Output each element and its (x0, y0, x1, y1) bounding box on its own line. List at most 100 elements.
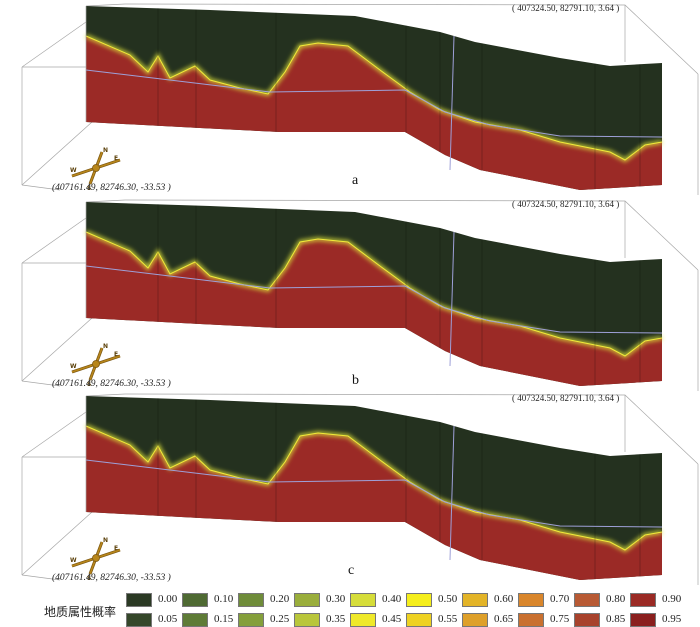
legend-swatch (574, 613, 600, 627)
legend-swatch (406, 593, 432, 607)
top-coordinate: ( 407324.50, 82791.10, 3.64 ) (512, 199, 620, 209)
compass-icon: N S E W (70, 343, 121, 388)
compass-icon: N S E W (70, 537, 121, 582)
high-probability-zone (86, 36, 662, 190)
compass-label: W (70, 363, 77, 370)
legend-value: 0.85 (606, 613, 626, 625)
bottom-coordinate: (407161.49, 82746.30, -33.53 ) (52, 573, 171, 583)
compass-label: W (70, 557, 77, 564)
bounding-box (21, 393, 699, 585)
legend-value: 0.30 (326, 593, 346, 605)
compass-label: W (70, 167, 77, 174)
bottom-coordinate: (407161.49, 82746.30, -33.53 ) (52, 183, 171, 193)
probability-interface (85, 35, 663, 161)
legend-value: 0.25 (270, 613, 290, 625)
compass-hub (92, 360, 100, 368)
box-left-top-edge (21, 21, 87, 68)
legend-swatch (238, 613, 264, 627)
box-bottom-edge (21, 574, 61, 581)
legend-value: 0.45 (382, 613, 402, 625)
panel-label: b (352, 373, 359, 388)
compass-label: S (87, 575, 91, 582)
legend-swatch (574, 593, 600, 607)
probability-interface (85, 425, 663, 551)
legend-value: 0.40 (382, 593, 402, 605)
box-back-edge (85, 393, 699, 465)
legend-value: 0.95 (662, 613, 682, 625)
box-left-bottom-edge (21, 317, 93, 382)
probability-interface (85, 231, 663, 357)
box-left-top-edge (21, 217, 87, 264)
bottom-coordinate: (407161.49, 82746.30, -33.53 ) (52, 379, 171, 389)
section-view-c: N S E W (21, 393, 699, 585)
legend-swatch (406, 613, 432, 627)
box-bottom-edge (21, 380, 61, 387)
legend-swatch (126, 593, 152, 607)
top-coordinate: ( 407324.50, 82791.10, 3.64 ) (512, 3, 620, 13)
box-left-bottom-edge (21, 121, 93, 186)
compass-label: N (103, 343, 108, 350)
legend-value: 0.10 (214, 593, 234, 605)
legend-swatch (462, 613, 488, 627)
compass-label: S (87, 185, 91, 192)
legend-swatch (294, 593, 320, 607)
legend-value: 0.55 (438, 613, 458, 625)
legend: 地质属性概率 0.00 0.10 0.20 0.30 0.40 0.50 0.60 0.70 0… (0, 590, 700, 627)
borehole-line (449, 35, 455, 171)
reference-line (85, 459, 663, 528)
legend-swatch (182, 613, 208, 627)
compass-label: E (114, 155, 118, 162)
bounding-box (21, 199, 699, 391)
legend-value: 0.75 (550, 613, 570, 625)
legend-swatch (182, 593, 208, 607)
compass-label: E (114, 351, 118, 358)
legend-value: 0.65 (494, 613, 514, 625)
top-coordinate: ( 407324.50, 82791.10, 3.64 ) (512, 393, 620, 403)
section-view-a: N S E W (21, 3, 699, 195)
box-back-edge (85, 3, 699, 75)
legend-swatch (350, 613, 376, 627)
legend-title: 地质属性概率 (44, 605, 117, 619)
compass-hub (92, 164, 100, 172)
panel-label: c (348, 563, 355, 578)
compass-label: S (87, 381, 91, 388)
legend-value: 0.90 (662, 593, 682, 605)
section-view-b: N S E W (21, 199, 699, 391)
borehole-line (449, 231, 455, 367)
panel-c: N S E W ( 407324.50, 82791.10, 3.64 ) (4071… (0, 390, 700, 585)
legend-swatch (238, 593, 264, 607)
legend-swatch (630, 593, 656, 607)
panel-b: N S E W ( 407324.50, 82791.10, 3.64 ) (4071… (0, 196, 700, 391)
compass-icon: N S E W (70, 147, 121, 192)
legend-swatch (518, 613, 544, 627)
high-probability-zone (86, 426, 662, 580)
compass-label: N (103, 537, 108, 544)
legend-value: 0.35 (326, 613, 346, 625)
box-back-edge (85, 199, 699, 271)
panel-a: N S E W ( 407324.50, 82791.10, 3.64 ) (4071… (0, 0, 700, 195)
legend-value: 0.60 (494, 593, 514, 605)
legend-swatch (630, 613, 656, 627)
reference-line (85, 265, 663, 334)
bounding-box (21, 3, 699, 195)
legend-value: 0.20 (270, 593, 290, 605)
legend-swatch (126, 613, 152, 627)
legend-value: 0.50 (438, 593, 458, 605)
legend-value: 0.05 (158, 613, 178, 625)
legend-swatch (350, 593, 376, 607)
box-bottom-edge (21, 184, 61, 191)
legend-swatch (518, 593, 544, 607)
legend-swatch (462, 593, 488, 607)
high-probability-zone (86, 232, 662, 386)
compass-hub (92, 554, 100, 562)
legend-value: 0.00 (158, 593, 178, 605)
legend-value: 0.15 (214, 613, 234, 625)
box-left-top-edge (21, 411, 87, 458)
borehole-line (449, 425, 455, 561)
panel-label: a (352, 173, 359, 188)
legend-swatch (294, 613, 320, 627)
compass-label: N (103, 147, 108, 154)
box-left-bottom-edge (21, 511, 93, 576)
reference-line (85, 69, 663, 138)
compass-label: E (114, 545, 118, 552)
